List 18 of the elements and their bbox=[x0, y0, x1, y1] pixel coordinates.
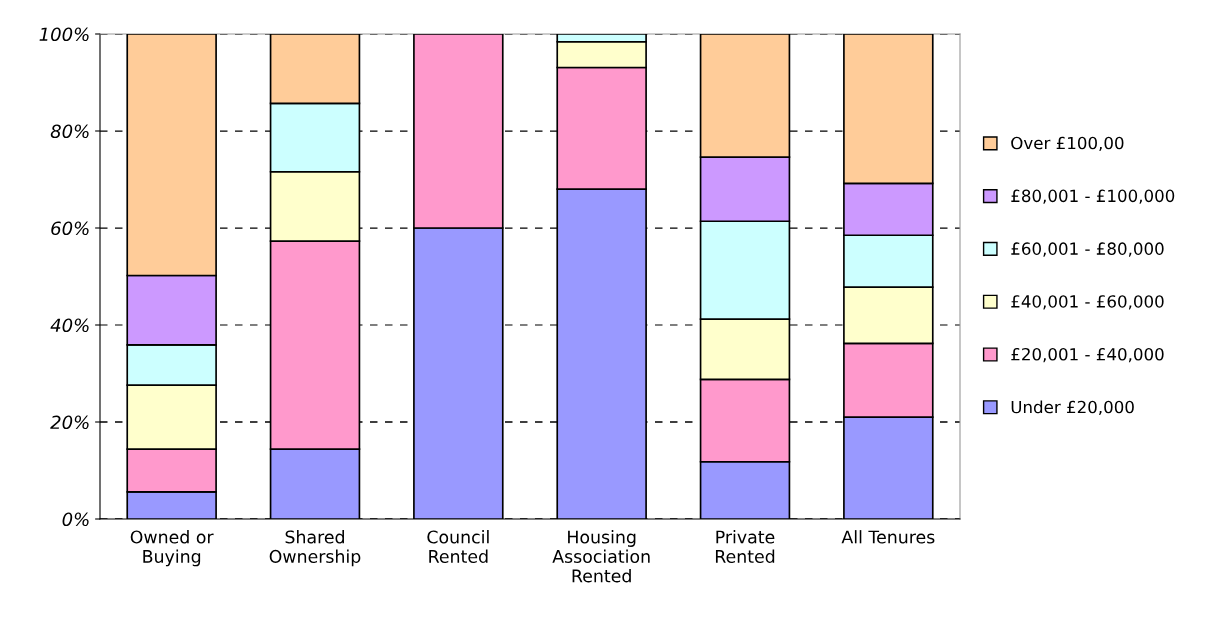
x-tick-label: Shared Ownership bbox=[269, 530, 361, 567]
legend-label: Over £100,00 bbox=[1011, 136, 1124, 152]
y-tick-label: 0% bbox=[62, 512, 89, 527]
x-tick-label: Owned or Buying bbox=[130, 530, 214, 567]
legend-label: £60,001 - £80,000 bbox=[1011, 242, 1164, 257]
legend-label: Under £20,000 bbox=[1011, 400, 1134, 416]
y-tick-label: 20% bbox=[50, 415, 89, 430]
legend-label: £40,001 - £60,000 bbox=[1011, 295, 1164, 310]
x-tick-label: Housing Association Rented bbox=[552, 530, 650, 583]
x-tick-label: All Tenures bbox=[841, 530, 935, 544]
x-tick-label: Council Rented bbox=[427, 530, 489, 563]
y-tick-label: 60% bbox=[51, 221, 89, 236]
y-tick-label: 80% bbox=[50, 124, 89, 139]
y-tick-label: 100% bbox=[39, 27, 89, 42]
legend-label: £20,001 - £40,000 bbox=[1011, 347, 1164, 363]
y-tick-label: 40% bbox=[50, 318, 89, 333]
legend-label: £80,001 - £100,000 bbox=[1011, 189, 1175, 204]
x-tick-label: Private Rented bbox=[715, 530, 775, 563]
